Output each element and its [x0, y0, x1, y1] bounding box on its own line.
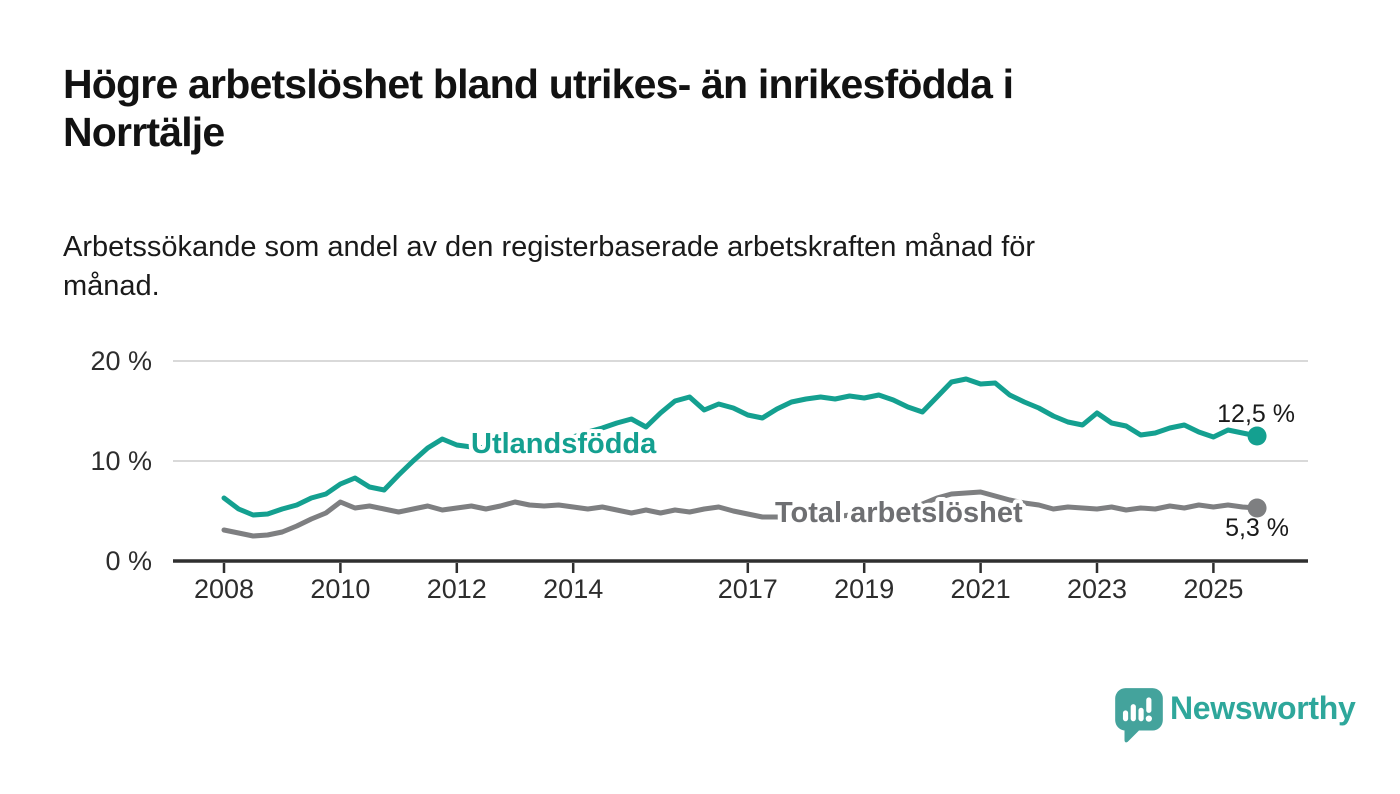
- page-title: Högre arbetslöshet bland utrikes- än inr…: [63, 60, 1263, 156]
- y-tick-label: 20 %: [90, 346, 152, 376]
- series-end-value-label: 12,5 %: [1217, 400, 1295, 428]
- series-line-utlandsfodda: [221, 376, 1260, 518]
- newsworthy-logo-text: Newsworthy: [1170, 690, 1356, 726]
- x-tick-label: 2010: [310, 574, 370, 604]
- x-tick-label: 2008: [194, 574, 254, 604]
- newsworthy-logo-icon: [1115, 688, 1163, 743]
- logo-bar-1: [1122, 710, 1129, 722]
- series-end-dot: [1247, 498, 1267, 518]
- y-tick-label: 10 %: [90, 446, 152, 476]
- x-tick-label: 2014: [543, 574, 603, 604]
- x-tick-label: 2019: [834, 574, 894, 604]
- logo-bar-3: [1138, 707, 1144, 722]
- title-line-2: Norrtälje: [63, 109, 225, 155]
- subtitle-line-2: månad.: [63, 270, 160, 302]
- logo-bar-2: [1130, 704, 1136, 722]
- series-inline-label: Utlandsfödda: [471, 428, 657, 460]
- series-end-value-label: 5,3 %: [1225, 514, 1289, 542]
- logo-exclamation-dot: [1145, 715, 1152, 722]
- logo-exclamation-icon: [1146, 697, 1152, 713]
- series-end-dot: [1247, 426, 1267, 446]
- series-inline-label: Total arbetslöshet: [775, 497, 1023, 529]
- x-tick-label: 2023: [1067, 574, 1127, 604]
- title-line-1: Högre arbetslöshet bland utrikes- än inr…: [63, 61, 1014, 107]
- newsworthy-logo: [1113, 686, 1165, 743]
- series-line-total: [221, 489, 1260, 539]
- y-tick-label: 0 %: [105, 546, 152, 576]
- x-tick-label: 2017: [718, 574, 778, 604]
- x-tick-label: 2025: [1183, 574, 1243, 604]
- x-tick-label: 2021: [951, 574, 1011, 604]
- chart-subtitle: Arbetssökande som andel av den registerb…: [63, 228, 1263, 306]
- x-tick-label: 2012: [427, 574, 487, 604]
- subtitle-line-1: Arbetssökande som andel av den registerb…: [63, 231, 1036, 263]
